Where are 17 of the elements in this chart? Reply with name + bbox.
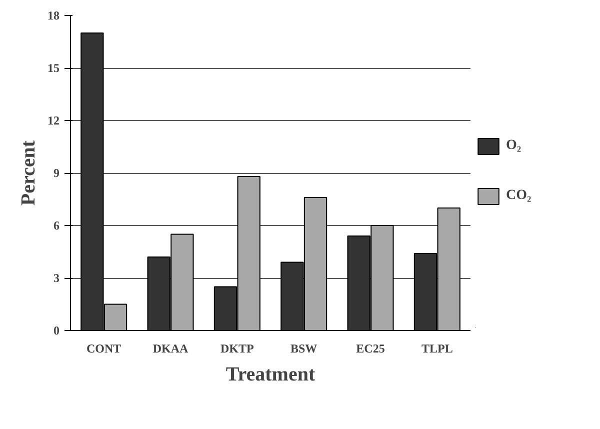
legend-label: CO₂ xyxy=(506,188,532,204)
x-tick-label: DKAA xyxy=(152,342,188,356)
y-axis-title: Percent xyxy=(18,140,40,206)
y-tick-label: 6 xyxy=(54,218,60,232)
x-tick-label: CONT xyxy=(86,342,122,356)
x-tick-label: TLPL xyxy=(421,342,453,356)
x-tick-label: DKTP xyxy=(220,342,254,356)
x-axis-title: Treatment xyxy=(226,364,316,386)
legend-label: O₂ xyxy=(506,138,522,154)
y-tick-label: 3 xyxy=(54,271,60,285)
x-tick-label: EC25 xyxy=(356,342,385,356)
x-tick-label: BSW xyxy=(290,342,318,356)
y-tick-label: 12 xyxy=(48,114,60,128)
y-tick-label: 9 xyxy=(54,166,60,180)
y-tick-label: 0 xyxy=(54,324,60,338)
y-tick-label: 18 xyxy=(48,8,60,22)
y-tick-label: 15 xyxy=(48,61,60,75)
